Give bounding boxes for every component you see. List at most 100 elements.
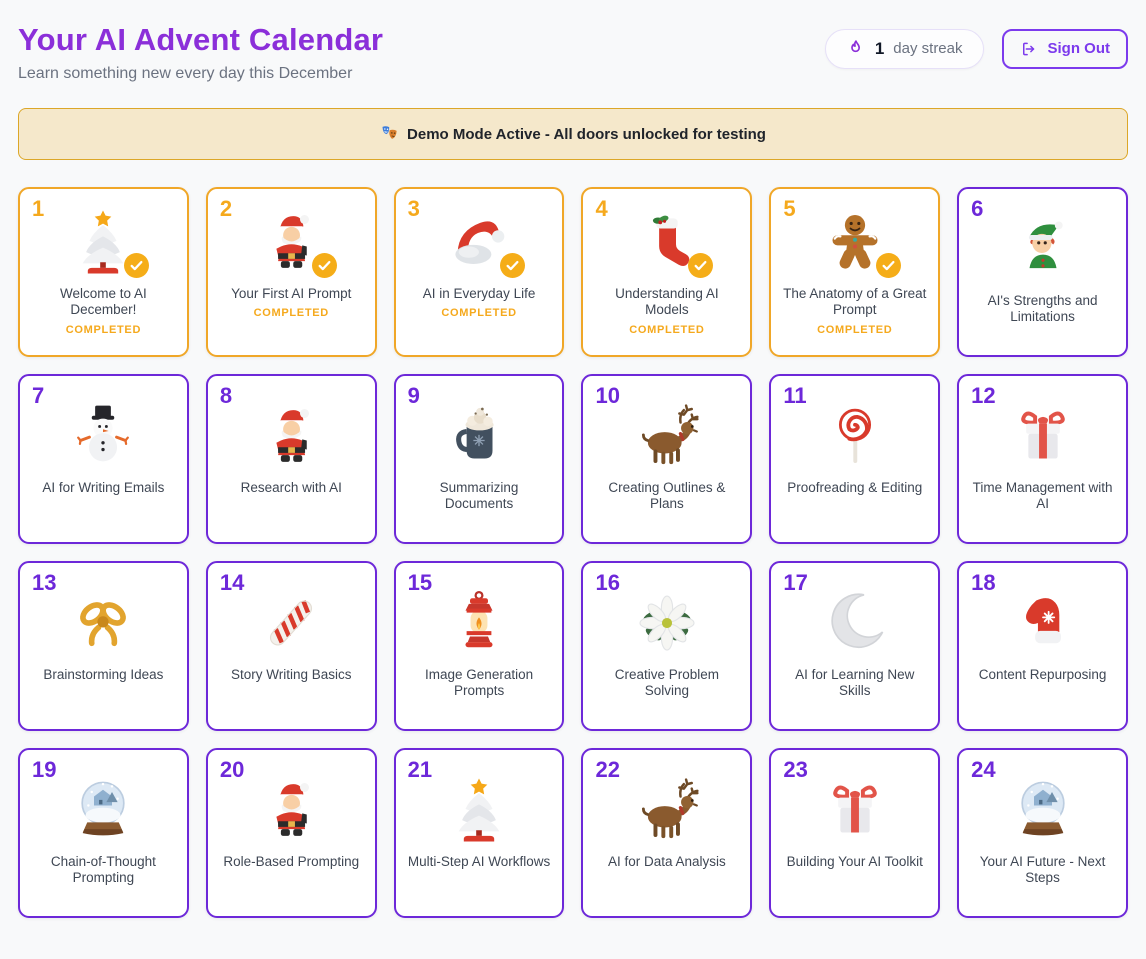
door-title: Creative Problem Solving (614, 667, 720, 699)
banner-text: Demo Mode Active - All doors unlocked fo… (407, 125, 766, 143)
door-8[interactable]: 8 Research with AI (205, 374, 377, 544)
door-title: The Anatomy of a Great Prompt (783, 286, 927, 318)
ribbon-bow-icon (67, 587, 139, 659)
door-1[interactable]: 1 Welcome to AI December! COMPLETED (18, 187, 189, 357)
door-4[interactable]: 4 Understanding AI Models COMPLETED (581, 187, 753, 357)
door-title: Brainstorming Ideas (43, 667, 164, 682)
door-number: 7 (32, 383, 45, 408)
door-figure (67, 774, 139, 846)
christmas-tree-icon (67, 206, 139, 278)
door-number: 19 (32, 757, 57, 782)
gift-icon (1007, 400, 1079, 472)
door-title: AI in Everyday Life (422, 286, 536, 301)
door-17[interactable]: 17 AI for Learning New Skills (769, 561, 941, 731)
door-number: 15 (407, 570, 433, 595)
advent-calendar-app: Your AI Advent Calendar Learn something … (18, 14, 1128, 918)
stocking-icon (631, 206, 703, 278)
door-figure (819, 400, 891, 472)
sign-out-label: Sign Out (1047, 40, 1111, 57)
reindeer-icon (631, 774, 703, 846)
door-title: Multi-Step AI Workflows (407, 854, 551, 869)
door-24[interactable]: 24 Your AI Future - Next Steps (957, 748, 1128, 918)
door-6[interactable]: 6 AI's Strengths and Limitations (957, 187, 1128, 357)
heading-block: Your AI Advent Calendar Learn something … (18, 14, 383, 83)
door-19[interactable]: 19 Chain-of-Thought Prompting (18, 748, 189, 918)
door-figure (255, 400, 327, 472)
door-21[interactable]: 21 Multi-Step AI Workflows (393, 748, 565, 918)
door-14[interactable]: 14 Story Writing Basics (205, 561, 377, 731)
door-figure (631, 587, 703, 659)
door-23[interactable]: 23 Building Your AI Toolkit (769, 748, 941, 918)
door-15[interactable]: 15 Image Generation Prompts (393, 561, 565, 731)
theater-masks-icon (380, 124, 400, 144)
door-18[interactable]: 18 Content Repurposing (957, 561, 1128, 731)
door-title: Understanding AI Models (615, 286, 719, 318)
door-figure (443, 587, 515, 659)
reindeer-icon (631, 400, 703, 472)
snow-globe-icon (67, 774, 139, 846)
door-title: Content Repurposing (978, 667, 1107, 682)
door-3[interactable]: 3 AI in Everyday Life COMPLETED (393, 187, 565, 357)
door-2[interactable]: 2 Your First AI Prompt COMPLETED (205, 187, 377, 357)
logout-icon (1020, 40, 1038, 58)
door-title: AI for Data Analysis (608, 854, 726, 869)
christmas-tree-icon (443, 774, 515, 846)
completed-check-icon (312, 253, 338, 278)
door-figure (819, 587, 891, 659)
door-title: Chain-of-Thought Prompting (50, 854, 156, 886)
door-number: 2 (219, 196, 233, 221)
door-number: 23 (783, 757, 808, 782)
door-status-completed: COMPLETED (253, 307, 329, 320)
door-number: 18 (971, 570, 996, 595)
streak-count: 1 (874, 38, 885, 58)
door-figure (443, 206, 526, 278)
door-figure (443, 400, 515, 472)
door-13[interactable]: 13 Brainstorming Ideas (18, 561, 189, 731)
completed-check-icon (687, 253, 713, 278)
door-status-completed: COMPLETED (441, 307, 517, 320)
door-number: 9 (407, 383, 420, 408)
door-11[interactable]: 11 Proofreading & Editing (769, 374, 941, 544)
flower-icon (631, 587, 703, 659)
door-number: 8 (219, 383, 233, 408)
page-title: Your AI Advent Calendar (18, 22, 384, 57)
door-number: 24 (971, 757, 996, 782)
streak-label: day streak (893, 40, 963, 57)
door-title: Creating Outlines & Plans (608, 480, 726, 512)
santa-icon (255, 400, 327, 472)
completed-check-icon (875, 253, 901, 278)
door-7[interactable]: 7 AI for Writing Emails (18, 374, 189, 544)
completed-check-icon (124, 253, 150, 278)
door-title: Image Generation Prompts (425, 667, 534, 699)
streak-badge: 1 day streak (824, 28, 984, 69)
door-figure (255, 774, 327, 846)
door-status-completed: COMPLETED (629, 323, 705, 336)
sign-out-button[interactable]: Sign Out (1001, 28, 1128, 69)
lantern-icon (443, 587, 515, 659)
door-22[interactable]: 22 AI for Data Analysis (581, 748, 753, 918)
door-number: 12 (971, 383, 996, 408)
door-grid: 1 Welcome to AI December! COMPLETED 2 Yo… (18, 187, 1128, 918)
door-number: 3 (407, 196, 420, 221)
door-title: Time Management with AI (972, 480, 1113, 512)
door-figure (67, 400, 139, 472)
door-figure (819, 774, 891, 846)
door-status-completed: COMPLETED (65, 323, 142, 336)
door-title: AI's Strengths and Limitations (987, 293, 1098, 325)
door-figure (1007, 774, 1079, 846)
door-figure (631, 774, 703, 846)
flame-icon (846, 39, 866, 59)
door-20[interactable]: 20 Role-Based Prompting (205, 748, 377, 918)
door-10[interactable]: 10 Creating Outlines & Plans (581, 374, 753, 544)
door-12[interactable]: 12 Time Management with AI (957, 374, 1128, 544)
door-figure (67, 587, 139, 659)
door-5[interactable]: 5 The Anatomy of a Great Prompt COMPLETE… (769, 187, 941, 357)
door-title: Your AI Future - Next Steps (979, 854, 1106, 886)
door-9[interactable]: 9 Summarizing Documents (393, 374, 565, 544)
door-title: Research with AI (240, 480, 342, 495)
santa-hat-icon (443, 206, 515, 278)
door-title: Story Writing Basics (230, 667, 352, 682)
header: Your AI Advent Calendar Learn something … (18, 14, 1128, 83)
door-number: 6 (971, 196, 984, 221)
door-16[interactable]: 16 Creative Problem Solving (581, 561, 753, 731)
